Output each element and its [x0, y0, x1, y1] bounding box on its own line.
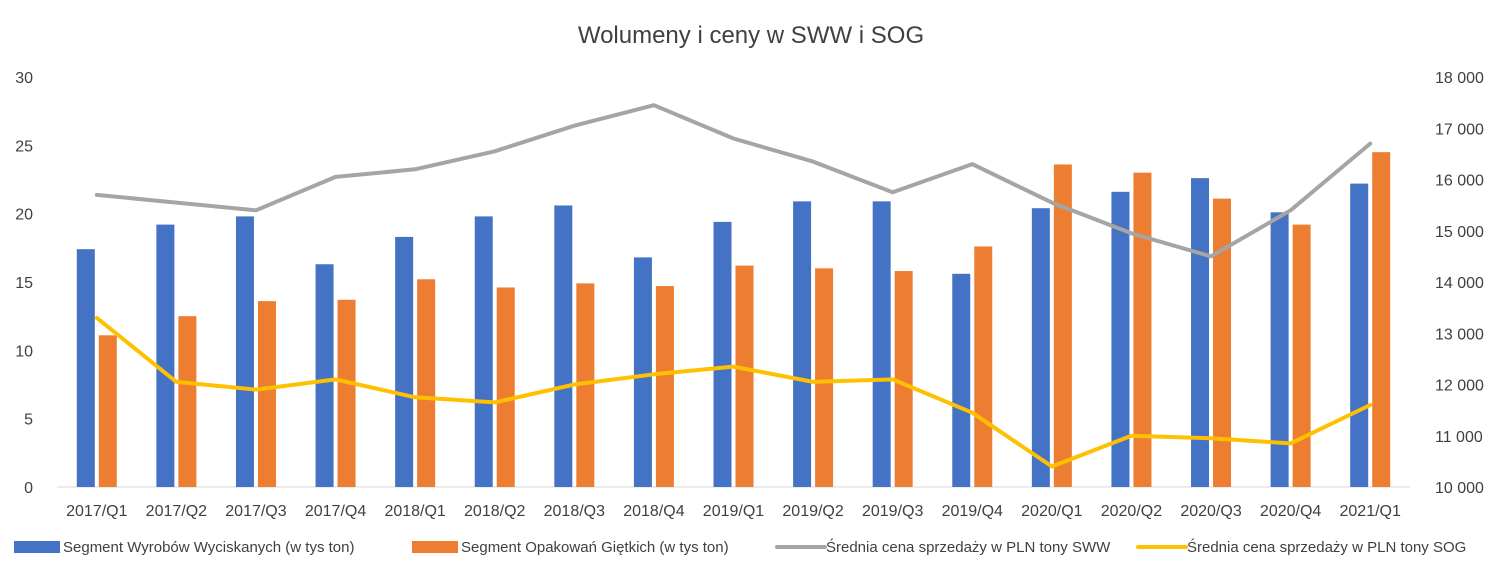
- x-tick-label: 2018/Q1: [384, 503, 445, 520]
- series-line: [94, 315, 1373, 469]
- bar: [1111, 191, 1130, 488]
- bar: [337, 299, 356, 487]
- bar: [576, 283, 595, 487]
- x-tick-label: 2018/Q2: [464, 503, 525, 520]
- right-axis: 10 000 11 000 12 000 13 000 14 000 15 000 16 0…: [1435, 70, 1484, 497]
- chart-title: Wolumeny i ceny w SWW i SOG: [578, 22, 924, 49]
- bar-series: [76, 152, 1391, 488]
- bar: [793, 201, 812, 487]
- y-left-tick-label: 10: [15, 343, 33, 360]
- bar: [974, 246, 993, 487]
- series-line: [94, 103, 1373, 259]
- x-tick-label: 2020/Q1: [1021, 503, 1082, 520]
- x-tick-label: 2017/Q1: [66, 503, 127, 520]
- x-tick-label: 2019/Q3: [862, 503, 923, 520]
- y-right-tick-label: 17 000: [1435, 121, 1484, 138]
- legend-label: Segment Opakowań Giętkich (w tys ton): [461, 539, 729, 556]
- y-right-tick-label: 12 000: [1435, 378, 1484, 395]
- bar: [894, 271, 913, 487]
- legend: Segment Wyrobów Wyciskanych (w tys ton) S…: [14, 538, 1466, 556]
- bar: [1031, 208, 1050, 487]
- bar: [315, 264, 334, 487]
- y-right-tick-label: 10 000: [1435, 480, 1484, 497]
- y-left-tick-label: 30: [15, 70, 33, 87]
- left-axis: 0 5 10 15 20 25 30: [15, 70, 33, 497]
- x-tick-label: 2019/Q4: [942, 503, 1003, 520]
- y-right-tick-label: 15 000: [1435, 224, 1484, 241]
- bar: [655, 286, 674, 487]
- x-tick-label: 2018/Q3: [544, 503, 605, 520]
- x-tick-label: 2019/Q1: [703, 503, 764, 520]
- bar: [76, 249, 95, 487]
- x-tick-label: 2017/Q4: [305, 503, 366, 520]
- y-right-tick-label: 18 000: [1435, 70, 1484, 87]
- bar: [1191, 178, 1210, 487]
- bar: [952, 273, 971, 487]
- x-tick-label: 2020/Q3: [1180, 503, 1241, 520]
- bar: [1372, 152, 1391, 487]
- bar: [156, 224, 175, 487]
- x-tick-label: 2021/Q1: [1340, 503, 1401, 520]
- legend-label: Średnia cena sprzedaży w PLN tony SWW: [826, 538, 1111, 556]
- y-left-tick-label: 15: [15, 275, 33, 292]
- x-axis-labels: 2017/Q1 2017/Q2 2017/Q3 2017/Q4 2018/Q1 2018/…: [66, 503, 1401, 520]
- y-left-tick-label: 0: [24, 480, 33, 497]
- bar: [1292, 224, 1311, 487]
- bar: [1350, 183, 1369, 487]
- legend-swatch: [14, 541, 60, 553]
- bar: [395, 236, 414, 487]
- y-right-tick-label: 16 000: [1435, 173, 1484, 190]
- bar: [872, 201, 891, 487]
- x-tick-label: 2017/Q3: [225, 503, 286, 520]
- bar: [735, 265, 754, 487]
- bar: [1133, 172, 1152, 487]
- bar: [1213, 198, 1232, 487]
- bar: [713, 221, 732, 487]
- bar: [554, 205, 573, 487]
- bar: [98, 335, 117, 487]
- bar: [417, 279, 436, 487]
- legend-label: Segment Wyrobów Wyciskanych (w tys ton): [63, 539, 354, 556]
- bar: [257, 301, 276, 487]
- y-left-tick-label: 25: [15, 138, 33, 155]
- y-left-tick-label: 20: [15, 207, 33, 224]
- bar: [1270, 212, 1289, 488]
- bar: [633, 257, 652, 487]
- x-tick-label: 2020/Q4: [1260, 503, 1321, 520]
- x-tick-label: 2018/Q4: [623, 503, 684, 520]
- bar: [235, 216, 254, 487]
- x-tick-label: 2020/Q2: [1101, 503, 1162, 520]
- y-right-tick-label: 14 000: [1435, 275, 1484, 292]
- bar: [474, 216, 493, 487]
- x-tick-label: 2019/Q2: [782, 503, 843, 520]
- line-series: [94, 103, 1373, 469]
- bar: [815, 268, 834, 487]
- bar: [178, 316, 197, 487]
- bar: [1053, 164, 1072, 487]
- y-left-tick-label: 5: [24, 412, 33, 429]
- x-tick-label: 2017/Q2: [146, 503, 207, 520]
- y-right-tick-label: 11 000: [1435, 429, 1483, 446]
- bar: [496, 287, 515, 487]
- legend-swatch: [412, 541, 458, 553]
- y-right-tick-label: 13 000: [1435, 326, 1484, 343]
- legend-label: Średnia cena sprzedaży w PLN tony SOG: [1187, 538, 1466, 556]
